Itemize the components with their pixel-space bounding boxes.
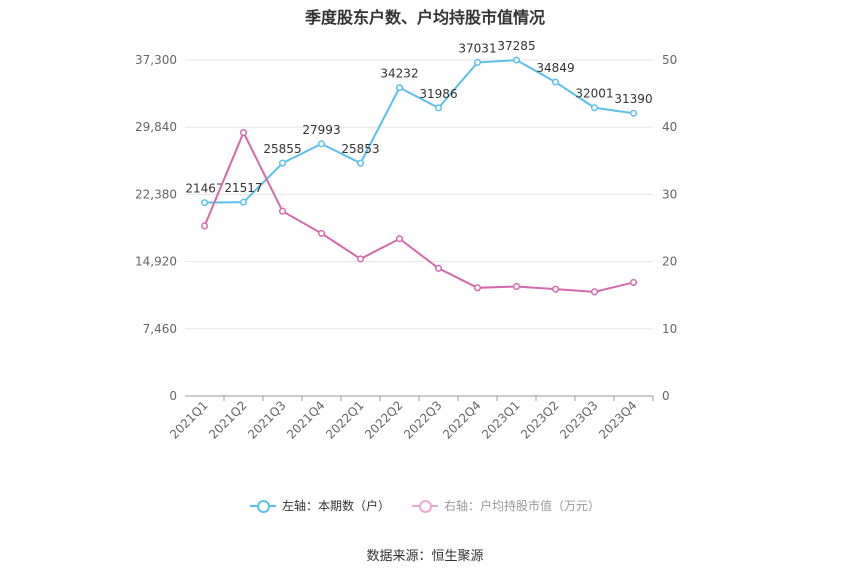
x-tick-label: 2021Q1 (167, 398, 211, 442)
chart-svg: 0 7,460 14,920 22,380 29,840 37,300 0 10 20 30 40 5… (135, 39, 677, 442)
data-point-left (200, 199, 209, 207)
data-point-right (356, 255, 365, 263)
data-point-right (239, 129, 248, 137)
data-point-left (434, 104, 443, 112)
data-point-right (512, 282, 521, 291)
right-tick-label: 20 (662, 255, 677, 269)
left-tick-label: 7,460 (143, 322, 177, 336)
left-tick-label: 37,300 (135, 53, 177, 67)
left-tick-label: 14,920 (135, 255, 177, 269)
left-tick-label: 0 (169, 389, 177, 403)
data-point-right (395, 235, 404, 243)
right-tick-label: 30 (662, 187, 677, 201)
data-label: 34232 (380, 67, 418, 81)
data-point-right (434, 264, 443, 272)
x-tick-label: 2022Q3 (401, 398, 445, 442)
left-tick-label: 22,380 (135, 187, 177, 201)
data-point-left (239, 198, 248, 206)
data-source: 数据来源：恒生聚源 (366, 549, 484, 564)
data-label: 34849 (536, 61, 574, 75)
right-tick-label: 10 (662, 322, 677, 336)
data-label: 37285 (497, 39, 535, 53)
data-point-left (356, 159, 365, 167)
data-label: 25853 (341, 142, 379, 156)
right-tick-label: 40 (662, 120, 677, 134)
chart-title: 季度股东户数、户均持股市值情况 (304, 8, 545, 27)
left-tick-label: 29,840 (135, 120, 177, 134)
right-tick-label: 0 (662, 389, 670, 403)
x-tick-label: 2023Q2 (518, 398, 562, 442)
x-tick-label: 2021Q4 (284, 398, 328, 442)
x-tick-label: 2021Q2 (206, 398, 250, 442)
data-point-right (551, 285, 560, 293)
data-label: 27993 (302, 123, 340, 137)
data-point-left (590, 104, 599, 112)
x-tick-label: 2021Q3 (245, 398, 289, 442)
x-tick-label: 2022Q2 (362, 398, 406, 442)
data-label: 32001 (575, 87, 613, 101)
legend-label-right: 右轴：户均持股市值（万元） (444, 499, 601, 513)
legend-label-left: 左轴：本期数（户） (281, 499, 390, 513)
data-label: 21517 (224, 181, 262, 195)
chart-legend: 左轴：本期数（户） 右轴：户均持股市值（万元） (0, 497, 850, 514)
series-line-left (204, 59, 634, 204)
series-line-right (203, 130, 634, 293)
data-point-left (473, 58, 482, 66)
data-label: 21467 (185, 182, 223, 196)
data-point-right (629, 278, 638, 286)
x-tick-label: 2023Q3 (557, 398, 601, 442)
data-label: 37031 (458, 41, 496, 55)
legend-swatch-right-icon (412, 499, 438, 513)
data-point-right (200, 222, 209, 230)
data-label: 31986 (419, 87, 457, 101)
data-point-left (629, 109, 638, 117)
data-point-right (590, 288, 599, 296)
data-point-left (395, 84, 404, 92)
x-tick-label: 2022Q1 (323, 398, 367, 442)
x-tick-label: 2022Q4 (440, 398, 484, 442)
data-point-right (473, 284, 482, 292)
data-point-right (278, 207, 287, 215)
x-tick-label: 2023Q4 (596, 398, 640, 442)
legend-swatch-left-icon (249, 499, 276, 513)
data-point-left (278, 159, 287, 167)
data-point-left (317, 140, 326, 148)
data-label: 31390 (614, 92, 652, 106)
data-label: 25855 (263, 142, 301, 156)
x-tick-label: 2023Q1 (479, 398, 523, 442)
data-point-right (317, 229, 326, 237)
data-point-left (512, 56, 521, 64)
legend-item-right-series[interactable]: 右轴：户均持股市值（万元） (412, 497, 600, 514)
right-tick-label: 50 (662, 53, 677, 67)
data-point-left (551, 78, 560, 86)
legend-item-left-series[interactable]: 左轴：本期数（户） (249, 497, 390, 514)
